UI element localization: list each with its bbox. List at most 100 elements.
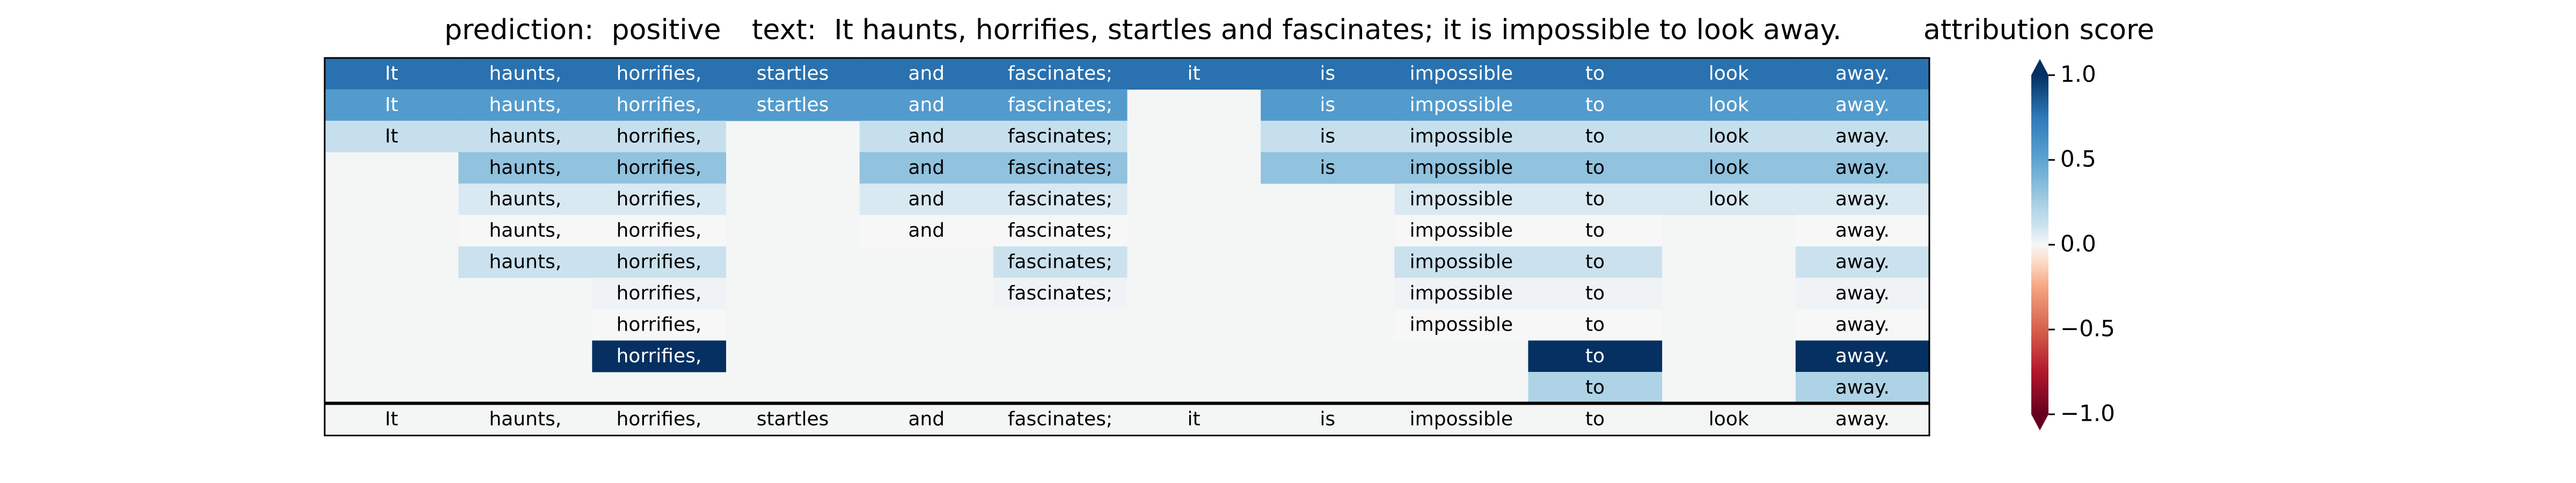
- heatmap-cell: [1528, 184, 1663, 215]
- heatmap-cell: [458, 152, 592, 184]
- heatmap-cell-label: impossible: [1410, 125, 1513, 147]
- heatmap-cell-label: is: [1320, 125, 1335, 147]
- heatmap-cell-label: impossible: [1410, 251, 1513, 273]
- colorbar-tick-label: −1.0: [2060, 400, 2115, 427]
- heatmap-cell-label: it: [1188, 62, 1201, 84]
- heatmap-cell-label: impossible: [1410, 157, 1513, 179]
- heatmap-cell-label: fascinates;: [1008, 62, 1113, 84]
- heatmap-cell-label: look: [1709, 94, 1749, 116]
- heatmap-frame: [324, 57, 1930, 436]
- heatmap-cell: [726, 89, 860, 121]
- heatmap-cell-label: horrifies,: [616, 94, 701, 116]
- heatmap-cell-label: and: [908, 125, 945, 147]
- heatmap-cell: [592, 184, 726, 215]
- heatmap-cell-label: away.: [1835, 157, 1890, 179]
- heatmap-cell: [1528, 215, 1663, 247]
- bottom-row-token: it: [1188, 408, 1201, 430]
- heatmap-cell: [1528, 277, 1663, 310]
- heatmap-cell: [592, 152, 726, 184]
- heatmap-cell-label: look: [1709, 62, 1749, 84]
- bottom-row-token: fascinates;: [1008, 408, 1113, 430]
- heatmap-cell: [993, 246, 1128, 278]
- heatmap-cell-label: horrifies,: [616, 251, 701, 273]
- heatmap-cell-label: to: [1585, 125, 1605, 147]
- heatmap-cell: [1528, 246, 1663, 278]
- heatmap-cell-label: fascinates;: [1008, 251, 1113, 273]
- heatmap-cell: [1394, 89, 1528, 121]
- heatmap-cell: [1795, 58, 1930, 90]
- heatmap-cell: [1662, 89, 1796, 121]
- heatmap-cell: [1795, 121, 1930, 152]
- heatmap-cell-label: look: [1709, 125, 1749, 147]
- heatmap-cell: [993, 184, 1128, 215]
- heatmap-cell: [592, 246, 726, 278]
- heatmap-cell-label: startles: [757, 94, 829, 116]
- heatmap-cell-label: It: [385, 62, 398, 84]
- heatmap-cell: [1528, 89, 1663, 121]
- heatmap-cell-label: impossible: [1410, 62, 1513, 84]
- heatmap-cell-label: away.: [1835, 251, 1890, 273]
- heatmap-cell-label: horrifies,: [616, 345, 701, 367]
- heatmap-cell-label: fascinates;: [1008, 157, 1113, 179]
- heatmap-cell-label: to: [1585, 62, 1605, 84]
- colorbar-extend-min: [2031, 414, 2048, 430]
- heatmap-cell-label: fascinates;: [1008, 94, 1113, 116]
- heatmap-cell-label: horrifies,: [616, 313, 701, 335]
- heatmap-cell: [1795, 152, 1930, 184]
- colorbar-extend-max: [2031, 59, 2048, 75]
- bottom-row-token: impossible: [1410, 408, 1513, 430]
- heatmap-cell: [325, 121, 459, 152]
- heatmap-cell-label: impossible: [1410, 282, 1513, 304]
- heatmap-cell: [592, 215, 726, 247]
- prediction-label: prediction: positive: [444, 14, 721, 46]
- heatmap-cell-label: fascinates;: [1008, 219, 1113, 241]
- heatmap-cell: [993, 58, 1128, 90]
- heatmap-cell-label: and: [908, 219, 945, 241]
- heatmap-cell: [1394, 152, 1528, 184]
- heatmap-cell-label: horrifies,: [616, 282, 701, 304]
- heatmap-cell-label: to: [1585, 188, 1605, 210]
- heatmap-cell-label: haunts,: [489, 157, 561, 179]
- heatmap-cell: [993, 277, 1128, 310]
- bottom-row-token: to: [1585, 408, 1605, 430]
- heatmap-cell: [1528, 152, 1663, 184]
- colorbar-tick-label: 0.5: [2060, 146, 2096, 172]
- colorbar-title: attribution score: [1923, 14, 2155, 46]
- heatmap-cell-label: haunts,: [489, 94, 561, 116]
- heatmap-cell: [1394, 277, 1528, 310]
- heatmap-cell: [859, 215, 994, 247]
- heatmap-cell: [1795, 309, 1930, 341]
- heatmap-cell-label: haunts,: [489, 188, 561, 210]
- colorbar-gradient: [2031, 75, 2048, 414]
- heatmap-cell-label: It: [385, 94, 398, 116]
- colorbar-tick-label: 1.0: [2060, 61, 2096, 87]
- heatmap-cell: [993, 215, 1128, 247]
- bottom-row-token: It: [385, 408, 398, 430]
- heatmap-cell: [1795, 89, 1930, 121]
- heatmap-cell: [1662, 184, 1796, 215]
- heatmap-cell: [1394, 246, 1528, 278]
- heatmap-cell-label: and: [908, 188, 945, 210]
- heatmap-cell: [458, 184, 592, 215]
- heatmap-cell: [1394, 121, 1528, 152]
- heatmap-cell: [859, 184, 994, 215]
- heatmap-cell-label: look: [1709, 157, 1749, 179]
- heatmap-cell: [325, 89, 459, 121]
- bottom-row-token: away.: [1835, 408, 1890, 430]
- heatmap-cell: [1662, 58, 1796, 90]
- heatmap-cell-label: startles: [757, 62, 829, 84]
- heatmap-cell: [592, 58, 726, 90]
- heatmap-cell: [859, 121, 994, 152]
- heatmap-cell-label: to: [1585, 157, 1605, 179]
- heatmap-cell-label: to: [1585, 376, 1605, 398]
- heatmap-cell: [1528, 309, 1663, 341]
- bottom-row-token: look: [1709, 408, 1749, 430]
- colorbar-tick-label: 0.0: [2060, 231, 2096, 257]
- heatmap-cell-label: to: [1585, 313, 1605, 335]
- heatmap-cell-label: away.: [1835, 94, 1890, 116]
- heatmap-cell-label: away.: [1835, 219, 1890, 241]
- heatmap-cell-label: away.: [1835, 282, 1890, 304]
- heatmap-cell-label: and: [908, 94, 945, 116]
- heatmap-cell-label: to: [1585, 282, 1605, 304]
